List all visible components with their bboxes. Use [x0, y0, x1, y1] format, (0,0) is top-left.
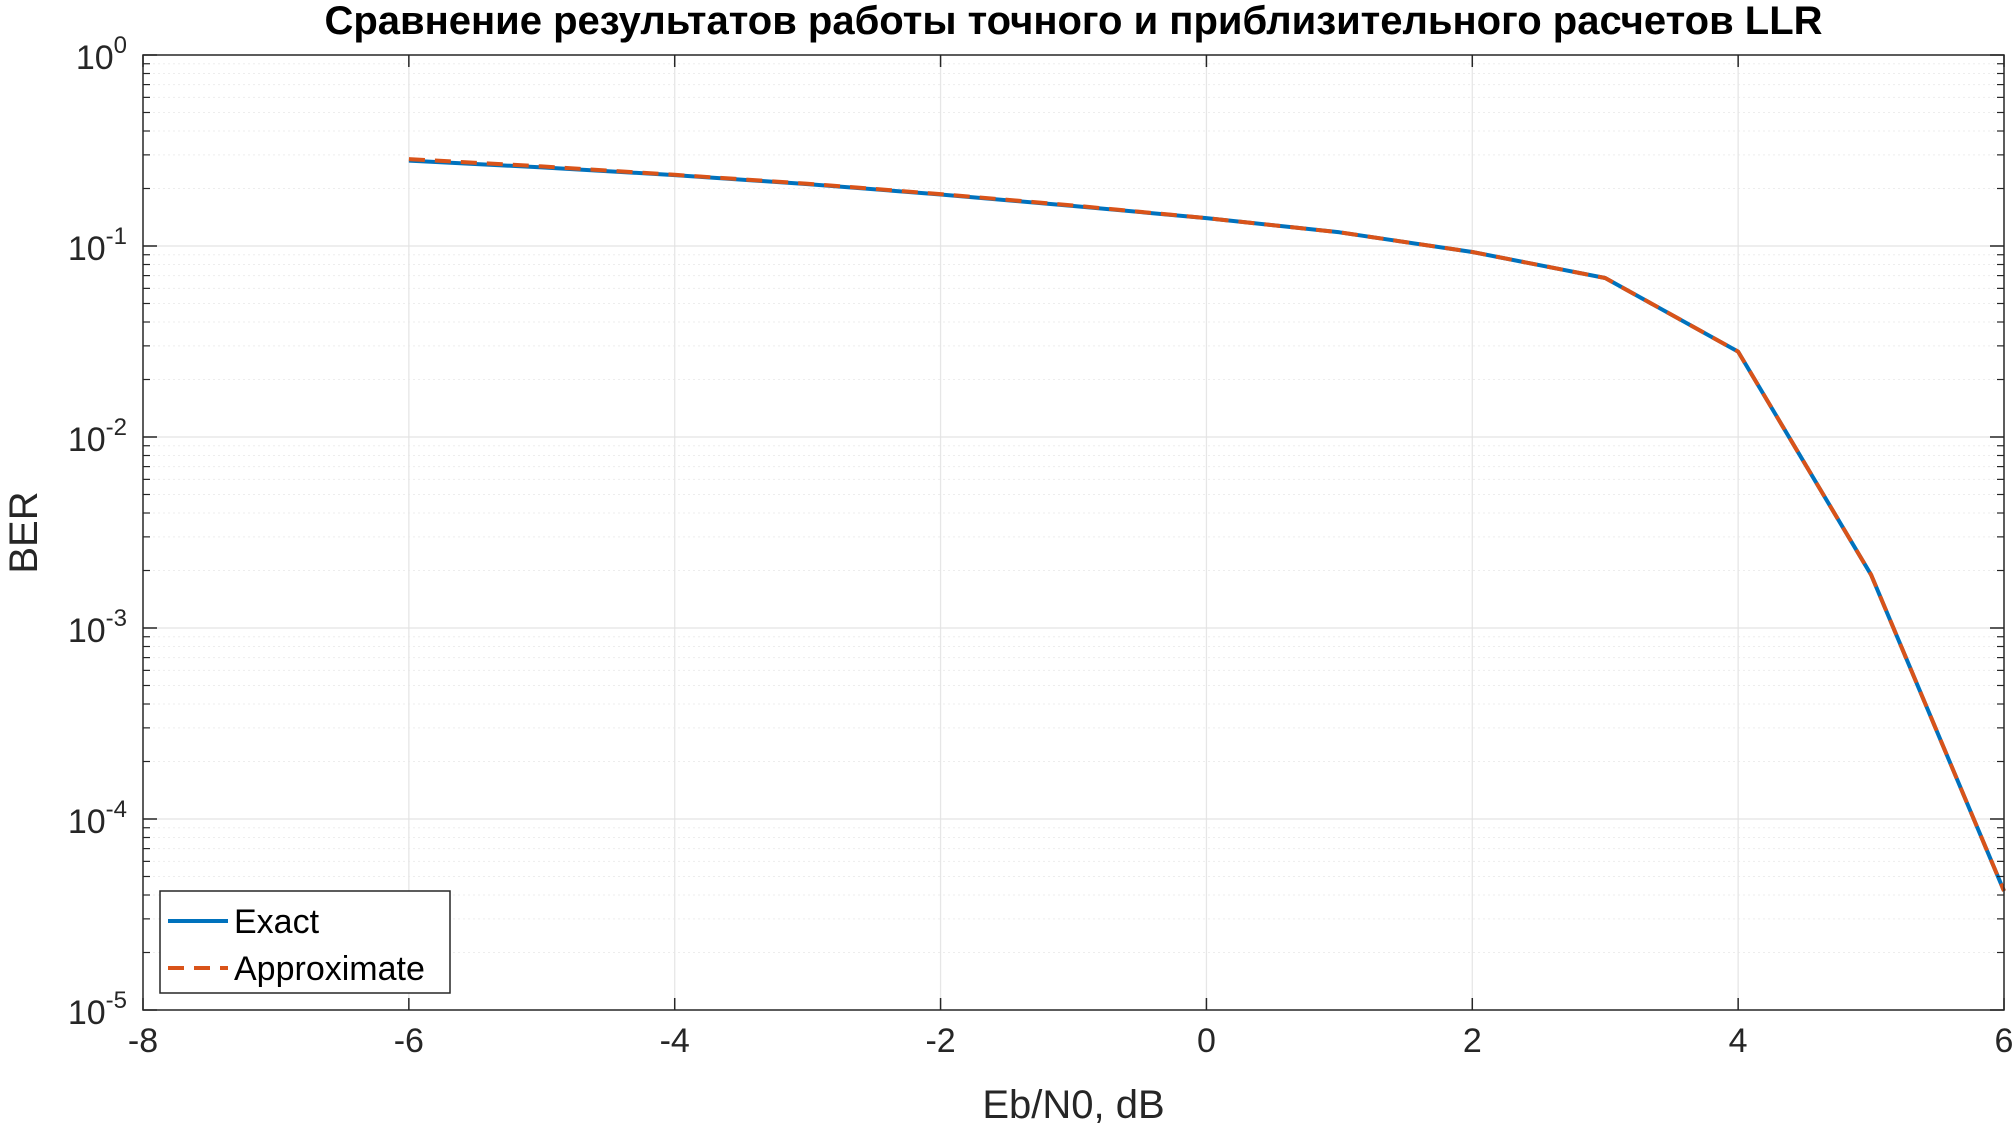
x-axis-ticks: -8 -6 -4 -2 0 2 4 6 — [128, 55, 2014, 1060]
y-tick-exponent: -1 — [106, 223, 127, 250]
y-tick-base: 10 — [68, 612, 106, 650]
x-tick-label: -8 — [128, 1022, 158, 1060]
plot-frame — [142, 54, 2005, 1011]
y-tick-exponent: -2 — [106, 414, 127, 441]
legend: Exact Approximate — [159, 890, 451, 994]
y-tick-label: 10-3 — [68, 605, 127, 650]
y-tick-label: 10-2 — [68, 414, 127, 459]
legend-box — [159, 890, 451, 994]
x-tick-label: 4 — [1729, 1022, 1748, 1060]
x-tick-label: -4 — [660, 1022, 690, 1060]
legend-entry-approximate: Approximate — [234, 950, 425, 988]
y-tick-exponent: 0 — [114, 32, 127, 59]
y-tick-base: 10 — [68, 803, 106, 841]
y-tick-base: 10 — [68, 230, 106, 268]
major-grid — [143, 55, 2004, 1010]
y-tick-label: 10-4 — [68, 796, 127, 841]
y-tick-label: 10-5 — [68, 987, 127, 1032]
plot-area — [143, 55, 2004, 1010]
x-tick-label: 0 — [1197, 1022, 1216, 1060]
x-tick-label: -2 — [925, 1022, 955, 1060]
x-tick-label: 6 — [1995, 1022, 2014, 1060]
legend-entry-exact: Exact — [234, 903, 320, 941]
series-layer — [408, 157, 2006, 892]
y-tick-base: 10 — [76, 39, 114, 77]
y-tick-label: 100 — [76, 32, 127, 77]
y-tick-label: 10-1 — [68, 223, 127, 268]
x-tick-label: -6 — [394, 1022, 424, 1060]
y-tick-exponent: -4 — [106, 796, 127, 823]
x-tick-label: 2 — [1463, 1022, 1482, 1060]
y-axis-label: BER — [2, 491, 46, 573]
y-tick-base: 10 — [68, 421, 106, 459]
x-axis-label: Eb/N0, dB — [982, 1083, 1164, 1127]
series-line-approximate — [408, 157, 2006, 892]
y-tick-base: 10 — [68, 994, 106, 1032]
y-tick-exponent: -3 — [106, 605, 127, 632]
chart-title: Сравнение результатов работы точного и п… — [324, 0, 1822, 43]
minor-grid — [143, 63, 2004, 954]
y-tick-exponent: -5 — [106, 987, 127, 1014]
